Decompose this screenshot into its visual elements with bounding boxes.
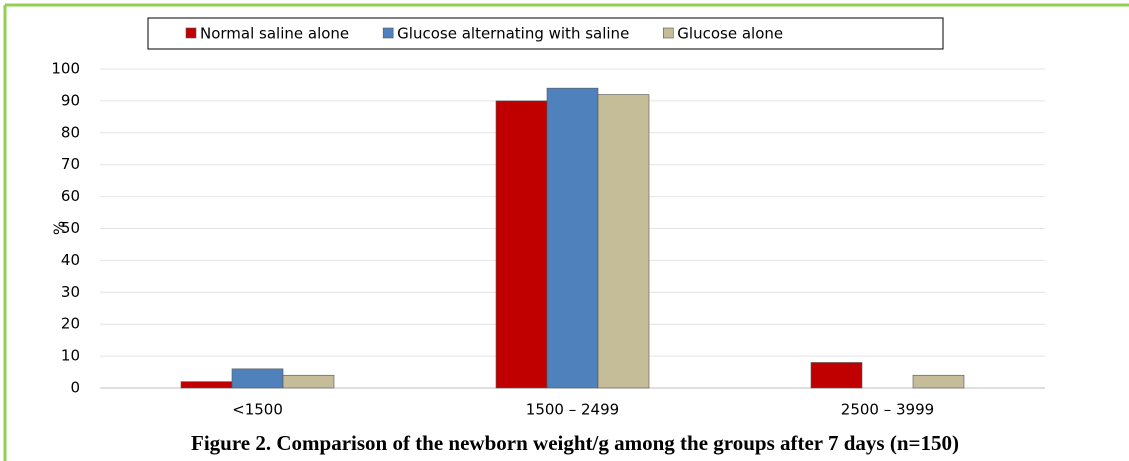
bar [282,374,335,389]
bar [810,362,863,389]
y-tick-label: 90 [61,91,80,109]
bar [912,374,965,389]
bar [546,87,599,389]
legend-label: Glucose alternating with saline [397,25,629,43]
legend-box [147,17,944,50]
y-tick-label: 100 [51,60,80,78]
y-tick-label: 80 [61,123,80,141]
bar [180,381,233,389]
x-tick-label: 2500 – 3999 [841,401,934,419]
bar [231,368,284,389]
y-tick-label: 20 [61,315,80,333]
legend-label: Normal saline alone [200,25,349,43]
y-tick-label: 30 [61,283,80,301]
y-tick-label: 50 [61,219,80,237]
legend-label: Glucose alone [677,25,783,43]
y-tick-label: 60 [61,187,80,205]
x-tick-label: 1500 – 2499 [526,401,619,419]
caption: Figure 2. Comparison of the newborn weig… [191,431,959,455]
y-tick-label: 70 [61,155,80,173]
y-tick-label: 10 [61,347,80,365]
y-tick-label: 0 [70,379,80,397]
x-tick-label: <1500 [232,401,283,419]
legend-swatch [185,27,197,39]
y-tick-label: 40 [61,251,80,269]
bar [597,94,650,389]
y-axis-label: % [51,221,69,235]
legend-swatch [662,27,674,39]
bar [495,100,548,389]
legend-swatch [382,27,394,39]
